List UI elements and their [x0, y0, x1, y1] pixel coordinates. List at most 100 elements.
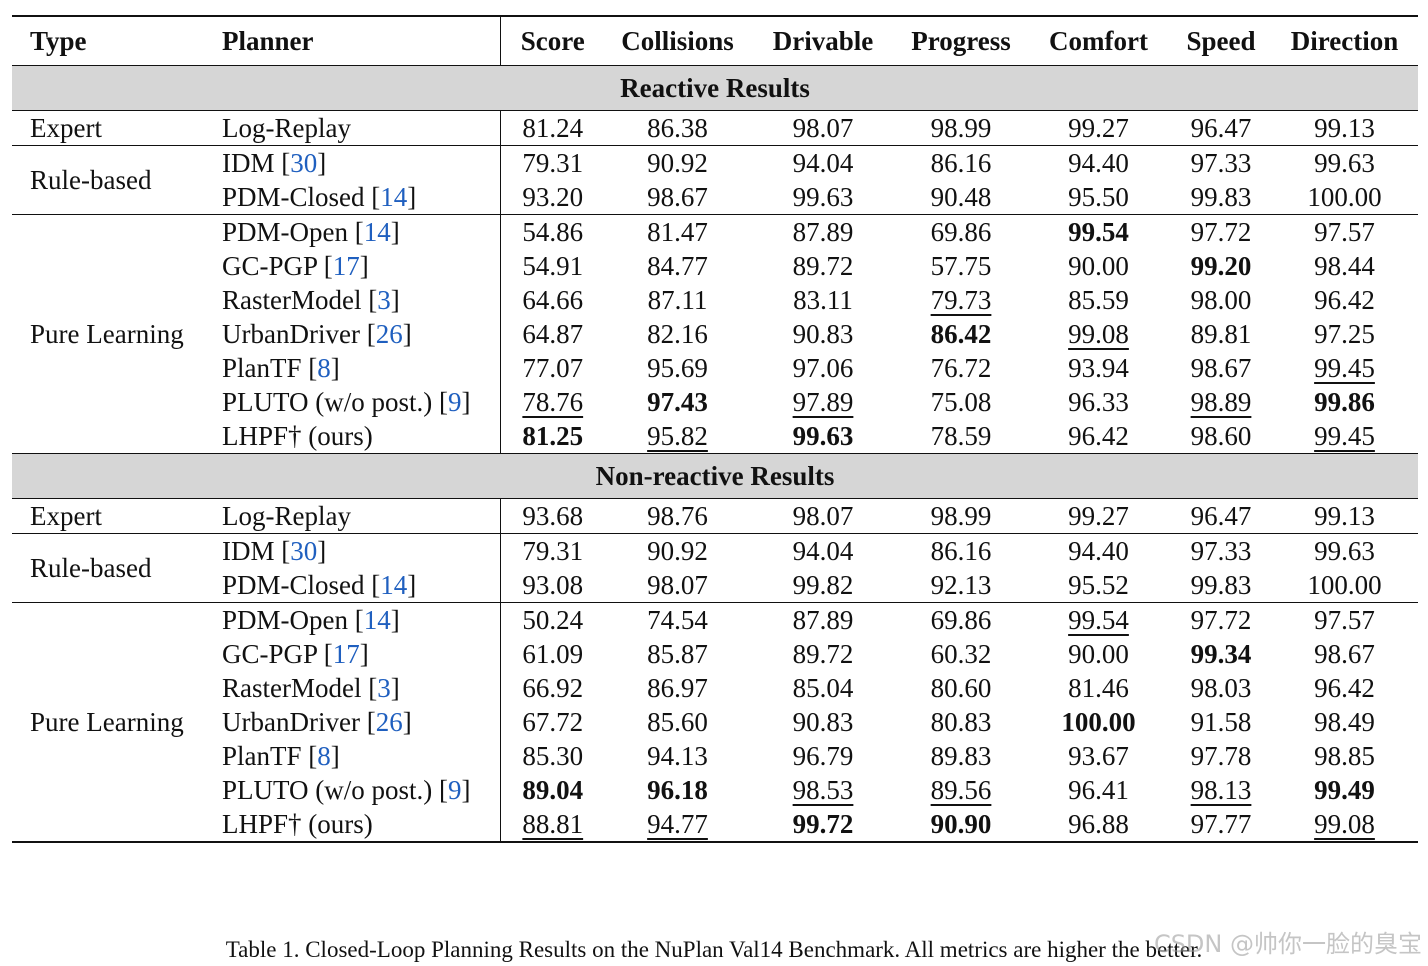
section-header: Reactive Results	[12, 65, 1418, 111]
section-title: Reactive Results	[12, 65, 1418, 111]
metric-value: 92.13	[930, 570, 992, 600]
metric-cell: 97.77	[1171, 807, 1271, 842]
metric-value: 97.77	[1190, 809, 1252, 839]
table-row: GC-PGP [17] 54.91 84.77 89.72 57.75 90.00 99.2…	[12, 249, 1418, 283]
metric-cell: 79.31	[500, 534, 605, 569]
metric-cell: 99.34	[1171, 637, 1271, 671]
metric-cell: 90.00	[1026, 249, 1171, 283]
metric-value: 81.24	[522, 113, 584, 143]
metric-value: 78.59	[930, 421, 992, 451]
citation-link[interactable]: 26	[375, 707, 403, 737]
metric-cell: 99.63	[750, 419, 896, 454]
metric-value: 99.13	[1314, 113, 1375, 143]
citation-link[interactable]: 8	[317, 741, 331, 771]
table-row: Pure Learning PDM-Open [14] 50.24 74.54 87.8…	[12, 602, 1418, 737]
metric-cell: 98.99	[896, 111, 1026, 146]
metric-value: 87.89	[792, 217, 854, 247]
metric-value: 75.08	[930, 387, 992, 417]
metric-value: 96.88	[1068, 809, 1129, 839]
metric-cell: 86.38	[605, 111, 750, 146]
citation-link[interactable]: 26	[375, 319, 403, 349]
metric-value: 82.16	[647, 319, 708, 349]
header-row: Type Planner Score Collisions Drivable P…	[12, 16, 1418, 66]
metric-value: 86.42	[930, 319, 992, 349]
metric-cell: 97.72	[1171, 215, 1271, 250]
header-metric: Direction	[1290, 26, 1399, 56]
metric-cell: 82.16	[605, 317, 750, 351]
metric-value: 95.69	[647, 353, 708, 383]
header-metric: Score	[520, 26, 585, 56]
citation-link[interactable]: 8	[317, 353, 331, 383]
metric-value: 95.52	[1068, 570, 1129, 600]
metric-value: 97.33	[1190, 148, 1252, 178]
table-row: PlanTF [8] 85.30 94.13 96.79 89.83 93.67 97.78…	[12, 739, 1418, 773]
metric-value: 98.85	[1314, 741, 1375, 771]
metric-cell: 84.77	[605, 249, 750, 283]
metric-value: 81.47	[647, 217, 708, 247]
metric-cell: 81.46	[1026, 671, 1171, 705]
metric-cell: 78.76	[500, 385, 605, 419]
metric-cell: 99.63	[750, 180, 896, 215]
citation-link[interactable]: 14	[363, 605, 391, 635]
metric-cell: 95.50	[1026, 180, 1171, 215]
metric-value: 99.63	[1314, 536, 1375, 566]
metric-cell: 93.68	[500, 499, 605, 534]
citation-link[interactable]: 14	[380, 570, 408, 600]
type-cell: Pure Learning	[30, 707, 184, 737]
metric-value: 79.73	[930, 285, 992, 315]
metric-value: 64.66	[522, 285, 584, 315]
citation-link[interactable]: 3	[377, 673, 391, 703]
citation-link[interactable]: 17	[332, 639, 360, 669]
metric-value: 99.54	[1068, 605, 1129, 635]
metric-cell: 99.49	[1271, 773, 1418, 807]
metric-value: 85.04	[792, 673, 854, 703]
metric-value: 97.72	[1190, 217, 1252, 247]
metric-cell: 93.08	[500, 568, 605, 603]
metric-value: 77.07	[522, 353, 584, 383]
table-row: Expert Log-Replay 93.68 98.76 98.07 98.99 99.2…	[12, 498, 1418, 534]
metric-cell: 89.56	[896, 773, 1026, 807]
metric-cell: 78.59	[896, 419, 1026, 454]
metric-cell: 99.08	[1271, 807, 1418, 842]
citation-link[interactable]: 17	[332, 251, 360, 281]
metric-cell: 61.09	[500, 637, 605, 671]
metric-cell: 94.40	[1026, 534, 1171, 569]
citation-link[interactable]: 9	[448, 387, 462, 417]
planner-name: PlanTF	[222, 741, 309, 771]
metric-cell: 99.63	[1271, 534, 1418, 569]
citation-link[interactable]: 30	[290, 148, 318, 178]
metric-cell: 90.83	[750, 317, 896, 351]
metric-cell: 99.27	[1026, 499, 1171, 534]
metric-cell: 87.89	[750, 603, 896, 638]
metric-cell: 79.73	[896, 283, 1026, 317]
metric-cell: 89.83	[896, 739, 1026, 773]
metric-cell: 91.58	[1171, 705, 1271, 739]
citation-link[interactable]: 3	[377, 285, 391, 315]
citation-link[interactable]: 30	[290, 536, 318, 566]
metric-cell: 98.99	[896, 499, 1026, 534]
table-row: PLUTO (w/o post.) [9] 89.04 96.18 98.53 89.5…	[12, 773, 1418, 807]
metric-value: 98.13	[1190, 775, 1252, 805]
citation-link[interactable]: 9	[448, 775, 462, 805]
metric-cell: 99.08	[1026, 317, 1171, 351]
metric-cell: 90.92	[605, 534, 750, 569]
table-row: GC-PGP [17] 61.09 85.87 89.72 60.32 90.00 99.3…	[12, 637, 1418, 671]
metric-value: 78.76	[522, 387, 584, 417]
citation-link[interactable]: 14	[363, 217, 391, 247]
metric-value: 96.42	[1068, 421, 1129, 451]
table-row: RasterModel [3] 66.92 86.97 85.04 80.60 81.46…	[12, 671, 1418, 705]
metric-value: 98.53	[792, 775, 854, 805]
table-row: Rule-based IDM [30] 79.31 90.92 94.04 86.16 94…	[12, 533, 1418, 583]
planner-name: IDM	[222, 536, 282, 566]
metric-cell: 83.11	[750, 283, 896, 317]
metric-cell: 96.79	[750, 739, 896, 773]
metric-value: 93.94	[1068, 353, 1129, 383]
type-cell: Expert	[30, 113, 102, 143]
metric-cell: 99.13	[1271, 111, 1418, 146]
metric-value: 93.68	[522, 501, 584, 531]
metric-cell: 98.44	[1271, 249, 1418, 283]
metric-cell: 97.33	[1171, 146, 1271, 181]
metric-cell: 96.42	[1271, 671, 1418, 705]
citation-link[interactable]: 14	[380, 182, 408, 212]
table-row: PDM-Closed [14] 93.08 98.07 99.82 92.13 95.52…	[12, 568, 1418, 603]
